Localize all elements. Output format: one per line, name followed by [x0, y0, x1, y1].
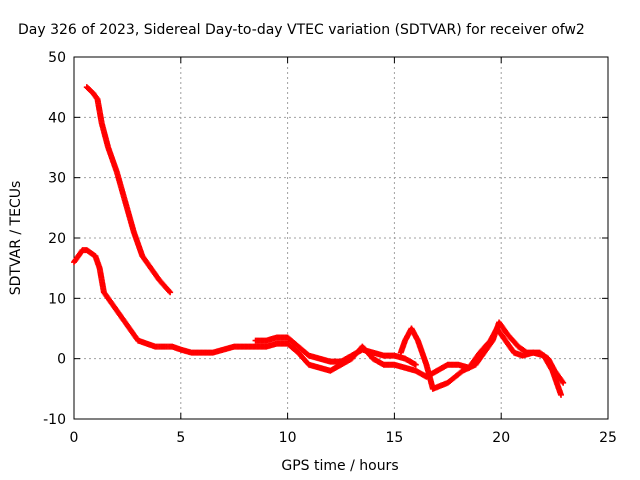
x-tick-label: 15	[385, 430, 403, 446]
y-tick-label: 0	[57, 352, 66, 368]
series-arc-spikes	[397, 319, 567, 392]
data-point	[166, 288, 173, 295]
chart-title: Day 326 of 2023, Sidereal Day-to-day VTE…	[18, 22, 585, 38]
data-point	[412, 361, 419, 368]
y-tick-label: 50	[48, 50, 66, 66]
x-tick-label: 25	[599, 430, 617, 446]
x-tick-label: 10	[279, 430, 297, 446]
series-arc-high	[83, 84, 174, 296]
data-point	[167, 289, 174, 296]
y-tick-label: -10	[43, 412, 66, 428]
grid	[74, 57, 608, 419]
y-tick-label: 30	[48, 171, 66, 187]
data-point	[560, 379, 567, 386]
series-arc-mid	[252, 334, 419, 368]
x-tick-label: 20	[492, 430, 510, 446]
x-tick-label: 0	[70, 430, 79, 446]
data-marks	[71, 84, 567, 398]
x-tick-label: 5	[176, 430, 185, 446]
x-axis-label: GPS time / hours	[281, 458, 398, 474]
y-tick-label: 10	[48, 291, 66, 307]
y-axis-label: SDTVAR / TECUs	[8, 181, 24, 296]
y-tick-label: 20	[48, 231, 66, 247]
data-point	[558, 391, 565, 398]
y-tick-label: 40	[48, 110, 66, 126]
